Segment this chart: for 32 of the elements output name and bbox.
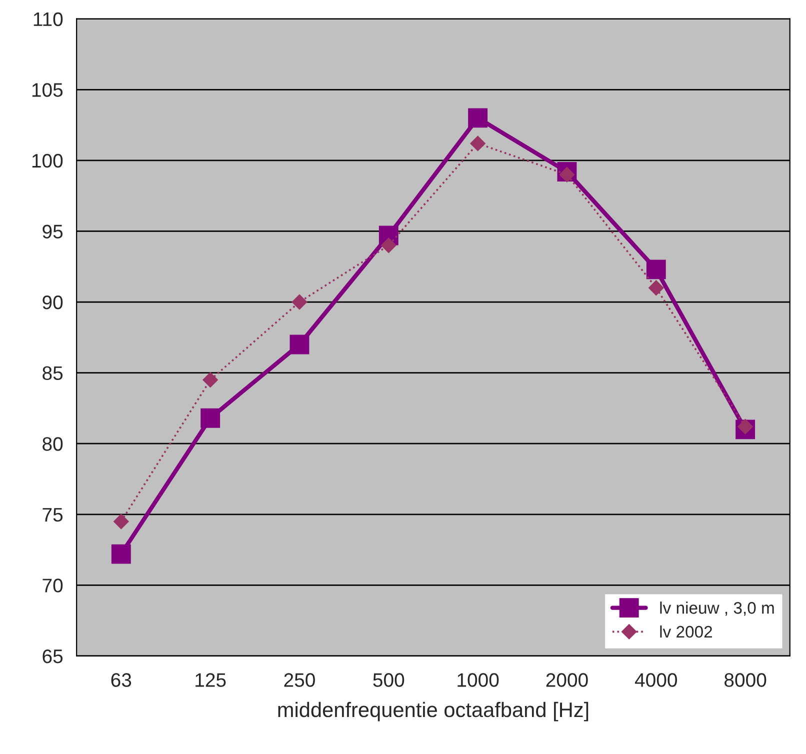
y-tick-label: 90	[42, 295, 63, 310]
x-tick-label: 2000	[546, 673, 588, 687]
point	[114, 514, 129, 530]
y-tick-label: 70	[42, 578, 63, 592]
y-tick-label: 65	[42, 649, 63, 664]
point	[468, 108, 488, 128]
point	[200, 408, 220, 428]
point	[111, 544, 131, 564]
x-tick-label: 8000	[724, 673, 766, 687]
point	[470, 136, 486, 152]
y-tick-label: 75	[42, 508, 63, 522]
x-tick-label: 63	[111, 673, 132, 687]
point	[381, 238, 396, 253]
legend-label: lv nieuw , 3,0 m	[660, 602, 774, 616]
point	[646, 260, 666, 280]
x-tick-label: 1000	[458, 673, 499, 687]
legend-label: lv 2002	[660, 625, 712, 638]
y-tick-label: 100	[32, 154, 63, 168]
point	[648, 280, 664, 296]
x-tick-label: 125	[196, 673, 226, 687]
y-tick-label: 95	[42, 224, 63, 238]
y-tick-label: 110	[34, 12, 63, 26]
y-tick-label: 105	[32, 83, 63, 97]
x-tick-label: 250	[284, 673, 315, 687]
y-tick-label: 85	[42, 366, 63, 380]
point	[290, 334, 310, 354]
point	[202, 372, 218, 388]
y-tick-label: 80	[42, 437, 63, 451]
point	[292, 294, 308, 310]
x-axis-title: middenfrequentie octaafband [Hz]	[278, 702, 588, 722]
x-tick-label: 500	[373, 673, 404, 687]
x-tick-label: 4000	[634, 673, 678, 687]
